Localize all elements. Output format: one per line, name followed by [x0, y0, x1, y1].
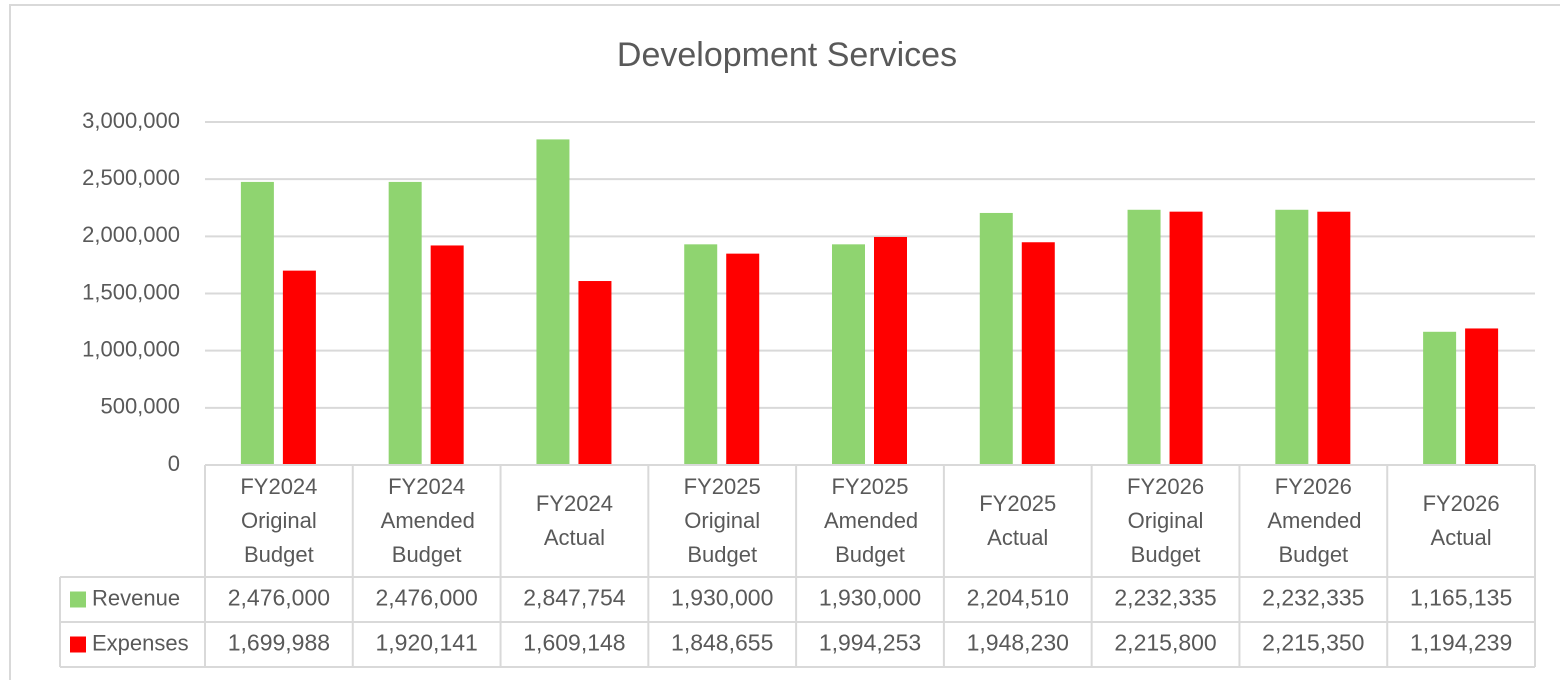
- y-tick-label: 2,500,000: [82, 165, 180, 190]
- x-category-cell: FY2025 Original Budget: [648, 465, 796, 577]
- bar: [1317, 211, 1351, 465]
- y-tick-label: 2,000,000: [82, 222, 180, 247]
- legend-swatch: [70, 591, 86, 608]
- data-label: 1,699,988: [228, 630, 330, 656]
- bar: [979, 212, 1013, 465]
- bar: [240, 181, 274, 466]
- x-tick-label: FY2025 Actual: [979, 491, 1057, 550]
- bar: [578, 281, 612, 465]
- data-label: 2,232,335: [1114, 585, 1216, 611]
- y-tick-label: 500,000: [100, 394, 180, 419]
- bar: [1423, 331, 1457, 465]
- x-tick-label: FY2026 Original Budget: [1127, 474, 1205, 567]
- data-label: 2,232,335: [1262, 585, 1364, 611]
- bar: [1021, 242, 1055, 465]
- x-category-cell: FY2024 Amended Budget: [353, 465, 501, 577]
- x-tick-label: FY2025 Original Budget: [683, 474, 761, 567]
- x-category-cell: FY2026 Actual: [1387, 465, 1535, 577]
- legend-swatch: [70, 636, 86, 653]
- bar: [430, 245, 464, 465]
- data-label: 1,194,239: [1410, 630, 1512, 656]
- x-tick-label: FY2024 Actual: [535, 491, 613, 550]
- x-category-cell: FY2024 Amended Budget: [353, 465, 501, 577]
- chart-title: Development Services: [617, 36, 957, 74]
- x-tick-label: FY2026 Actual: [1422, 491, 1500, 550]
- x-category-cell: FY2026 Original Budget: [1092, 465, 1240, 577]
- data-label: 1,165,135: [1410, 585, 1512, 611]
- bar: [1127, 209, 1161, 465]
- x-category-cell: FY2026 Amended Budget: [1239, 465, 1387, 577]
- bar: [1169, 211, 1203, 465]
- legend-label: Expenses: [92, 630, 189, 655]
- data-label: 1,848,655: [671, 630, 773, 656]
- x-category-cell: FY2025 Original Budget: [648, 465, 796, 577]
- x-tick-label: FY2024 Amended Budget: [380, 474, 475, 567]
- legend-label: Revenue: [92, 585, 180, 610]
- x-category-cell: FY2024 Original Budget: [205, 465, 353, 577]
- x-category-cell: FY2025 Amended Budget: [796, 465, 944, 577]
- bar: [684, 244, 718, 465]
- x-category-cell: FY2024 Actual: [501, 465, 649, 577]
- x-tick-label: FY2025 Amended Budget: [823, 474, 919, 567]
- y-tick-label: 1,000,000: [82, 336, 180, 361]
- bar: [726, 253, 760, 465]
- x-category-cell: FY2025 Actual: [944, 465, 1092, 577]
- data-label: 2,476,000: [228, 585, 330, 611]
- x-category-cell: FY2024 Actual: [501, 465, 649, 577]
- x-tick-label: FY2026 Amended Budget: [1267, 474, 1362, 567]
- x-category-cell: FY2026 Amended Budget: [1239, 465, 1387, 577]
- x-category-cell: FY2024 Original Budget: [205, 465, 353, 577]
- data-label: 2,204,510: [967, 585, 1069, 611]
- data-label: 1,994,253: [819, 630, 921, 656]
- data-label: 2,476,000: [376, 585, 478, 611]
- data-label: 2,215,800: [1114, 630, 1216, 656]
- bar: [536, 139, 570, 465]
- x-category-cell: FY2026 Original Budget: [1092, 465, 1240, 577]
- data-label: 1,948,230: [967, 630, 1069, 656]
- bar: [1465, 328, 1499, 465]
- x-category-cell: FY2025 Actual: [944, 465, 1092, 577]
- data-label: 1,930,000: [671, 585, 773, 611]
- x-category-cell: FY2025 Amended Budget: [796, 465, 944, 577]
- x-tick-label: FY2024 Original Budget: [240, 474, 318, 567]
- y-tick-label: 1,500,000: [82, 279, 180, 304]
- y-tick-label: 0: [168, 451, 180, 476]
- bar: [874, 236, 907, 465]
- bar: [388, 181, 422, 466]
- data-label: 2,847,754: [523, 585, 626, 611]
- data-label: 1,930,000: [819, 585, 921, 611]
- data-label: 1,920,141: [376, 630, 478, 656]
- bar: [832, 244, 865, 465]
- y-tick-label: 3,000,000: [82, 108, 180, 133]
- data-label: 1,609,148: [523, 630, 625, 656]
- data-label: 2,215,350: [1262, 630, 1364, 656]
- x-category-cell: FY2026 Actual: [1387, 465, 1535, 577]
- bar: [282, 270, 316, 465]
- bar: [1275, 209, 1309, 465]
